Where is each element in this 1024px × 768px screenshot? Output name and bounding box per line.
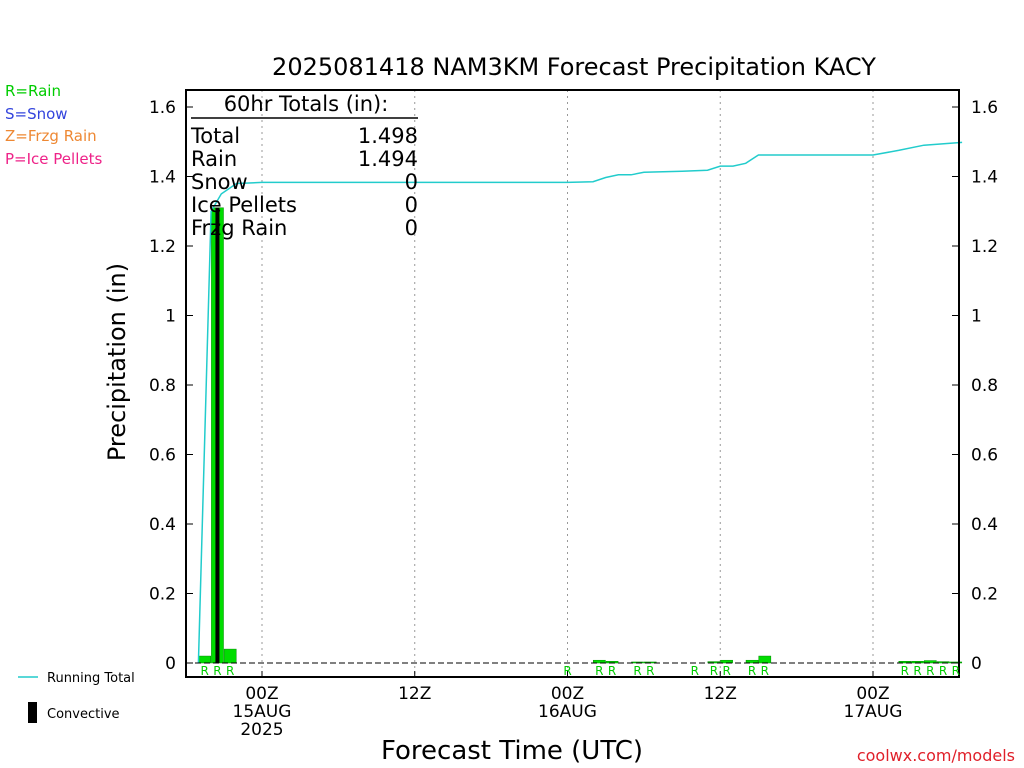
y-tick-label: 1.6 [149,98,176,118]
totals-box: 60hr Totals (in): Total 1.498 Rain 1.494… [190,92,418,240]
bars-group [198,207,963,664]
precip-type-letter: R [710,664,718,678]
x-tick-label: 15AUG [233,702,292,722]
precip-type-letter: R [595,664,603,678]
totals-value-snow: 0 [405,170,418,194]
grid-lines [261,90,874,677]
precip-type-letter: R [939,664,947,678]
legend-convective-label: Convective [47,707,120,722]
y-tick-label: 1 [165,307,176,327]
precip-bar [898,661,912,664]
y-tick-label: 0.4 [149,515,176,535]
series-legend: Running Total Convective [18,671,135,723]
legend-running-total-label: Running Total [47,671,135,686]
x-tick-label: 2025 [240,720,283,740]
precip-type-letter: R [691,664,699,678]
precip-bar [198,655,212,664]
x-tick-label: 12Z [398,684,431,704]
y-tick-label: 1.2 [149,237,176,257]
y-tick-label: 0.8 [971,376,998,396]
x-tick-label: 12Z [704,684,737,704]
totals-value-total: 1.498 [358,124,418,148]
credit-text: coolwx.com/models [857,746,1015,765]
y-axis-label: Precipitation (in) [103,263,131,461]
precip-type-legend: R=Rain S=Snow Z=Frzg Rain P=Ice Pellets [5,82,102,168]
totals-value-rain: 1.494 [358,147,418,171]
y-tick-label: 0.2 [971,585,998,605]
y-axis-left: 0 0.2 0.4 0.6 0.8 1 1.2 1.4 1.6 [149,98,193,674]
precip-type-letter: R [926,664,934,678]
legend-snow: S=Snow [5,105,68,123]
legend-frzg-rain: Z=Frzg Rain [5,127,97,145]
x-tick-label: 17AUG [844,702,903,722]
y-tick-label: 0.6 [971,446,998,466]
precip-bar [923,660,937,664]
x-axis-label: Forecast Time (UTC) [381,736,643,766]
totals-label-frzg-rain: Frzg Rain [191,216,287,240]
plot-frame [185,89,960,678]
precip-type-letter: R [748,664,756,678]
x-tick-label: 00Z [551,684,584,704]
totals-value-frzg-rain: 0 [405,216,418,240]
legend-ice-pellets: P=Ice Pellets [5,150,102,168]
precip-type-letter: R [952,664,960,678]
totals-heading: 60hr Totals (in): [224,92,389,116]
y-tick-label: 0.2 [149,585,176,605]
chart-title: 2025081418 NAM3KM Forecast Precipitation… [272,53,876,81]
totals-label-snow: Snow [191,170,248,194]
precip-type-letter: R [201,664,209,678]
x-tick-label: 00Z [856,684,889,704]
legend-convective-swatch [28,702,37,723]
precip-bar [758,655,772,664]
precip-type-letter: R [901,664,909,678]
y-tick-label: 0.4 [971,515,998,535]
totals-label-ice-pellets: Ice Pellets [191,193,297,217]
precip-bar [593,659,606,664]
running-total-group [197,141,963,664]
y-tick-label: 1.2 [971,237,998,257]
convective-bar [215,207,220,663]
precip-type-letter: R [761,664,769,678]
x-tick-label: 16AUG [538,702,597,722]
precip-bar [745,659,759,664]
y-tick-label: 1.4 [149,168,176,188]
totals-value-ice-pellets: 0 [405,193,418,217]
precip-type-letter: R [563,664,571,678]
precip-type-letter: R [226,664,234,678]
totals-label-total: Total [190,124,240,148]
y-tick-label: 0.6 [149,446,176,466]
precip-type-letter: R [608,664,616,678]
y-tick-label: 1.6 [971,98,998,118]
precip-type-letter: R [722,664,730,678]
y-tick-label: 1 [971,307,982,327]
y-tick-label: 0 [165,654,176,674]
y-tick-label: 0 [971,654,982,674]
running-total-line [197,141,963,664]
legend-rain: R=Rain [5,82,61,100]
totals-label-rain: Rain [191,147,237,171]
y-tick-label: 1.4 [971,168,998,188]
precip-type-letter: R [913,664,921,678]
y-tick-label: 0.8 [149,376,176,396]
precip-type-letter: R [646,664,654,678]
x-tick-label: 00Z [245,684,278,704]
precip-type-letter: R [633,664,641,678]
precip-type-letter: R [213,664,221,678]
precip-bar [223,648,237,664]
y-axis-right: 0 0.2 0.4 0.6 0.8 1 1.2 1.4 1.6 [952,98,998,674]
